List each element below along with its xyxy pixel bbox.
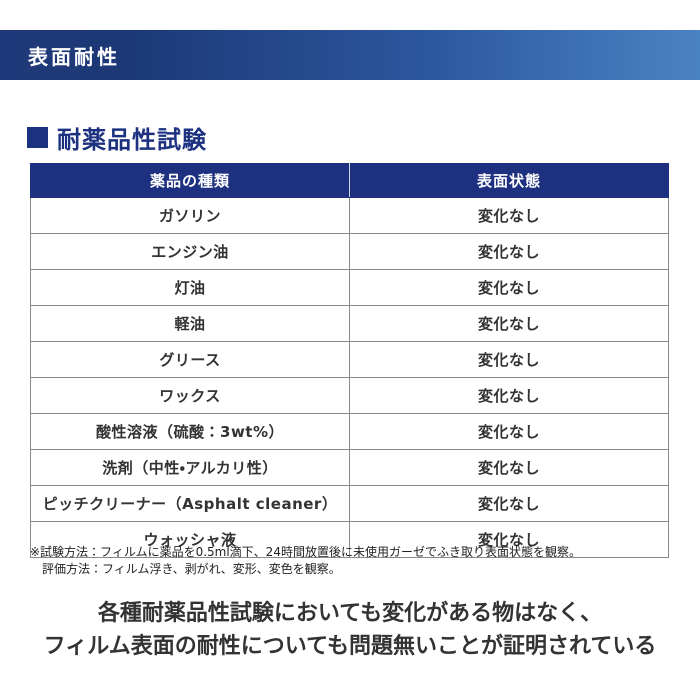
surface-state-cell: 変化なし: [349, 377, 669, 414]
section-heading: 耐薬品性試験: [27, 120, 207, 155]
table-row: ワックス 変化なし: [30, 377, 669, 414]
surface-state-cell: 変化なし: [349, 197, 669, 234]
surface-state-cell: 変化なし: [349, 305, 669, 342]
section-title: 耐薬品性試験: [57, 126, 207, 154]
surface-state-cell: 変化なし: [349, 269, 669, 306]
table-row: ウォッシャ液 変化なし: [30, 521, 669, 558]
chemical-name-cell: ワックス: [30, 377, 350, 414]
chemical-name-cell: ウォッシャ液: [30, 521, 350, 558]
table-row: 酸性溶液（硫酸：3wt%） 変化なし: [30, 413, 669, 450]
conclusion-line-1: 各種耐薬品性試験においても変化がある物はなく、: [97, 601, 603, 626]
table-row: ピッチクリーナー（Asphalt cleaner） 変化なし: [30, 485, 669, 522]
table-row: 軽油 変化なし: [30, 305, 669, 342]
surface-state-cell: 変化なし: [349, 413, 669, 450]
chemical-name-cell: 酸性溶液（硫酸：3wt%）: [30, 413, 350, 450]
table-header-row: 薬品の種類 表面状態: [30, 163, 669, 198]
conclusion-line-2: フィルム表面の耐性についても問題無いことが証明されている: [43, 634, 657, 659]
chemical-name-cell: グリース: [30, 341, 350, 378]
surface-state-cell: 変化なし: [349, 485, 669, 522]
conclusion-statement: 各種耐薬品性試験においても変化がある物はなく、 フィルム表面の耐性についても問題…: [0, 597, 700, 663]
chemical-resistance-table: 薬品の種類 表面状態 ガソリン 変化なし エンジン油 変化なし 灯油 変化なし …: [30, 163, 669, 558]
table-header-chemical-type: 薬品の種類: [30, 163, 350, 198]
table-row: 灯油 変化なし: [30, 269, 669, 306]
chemical-name-cell: 灯油: [30, 269, 350, 306]
chemical-name-cell: ガソリン: [30, 197, 350, 234]
section-banner: 表面耐性: [0, 30, 700, 80]
evaluation-method-note: 評価方法：フィルム浮き、剥がれ、変形、変色を観察。: [42, 562, 341, 577]
table-row: 洗剤（中性・アルカリ性） 変化なし: [30, 449, 669, 486]
table-row: ガソリン 変化なし: [30, 197, 669, 234]
table-header-surface-state: 表面状態: [349, 163, 669, 198]
chemical-name-cell: 洗剤（中性・アルカリ性）: [30, 449, 350, 486]
test-method-note: ※試験方法：フィルムに薬品を0.5ml滴下、24時間放置後に未使用ガーゼでふき取…: [30, 545, 581, 559]
chemical-name-cell: エンジン油: [30, 233, 350, 270]
banner-title: 表面耐性: [28, 44, 120, 69]
surface-state-cell: 変化なし: [349, 233, 669, 270]
square-bullet-icon: [27, 127, 48, 148]
table-row: エンジン油 変化なし: [30, 233, 669, 270]
chemical-name-cell: ピッチクリーナー（Asphalt cleaner）: [30, 485, 350, 522]
chemical-name-cell: 軽油: [30, 305, 350, 342]
table-row: グリース 変化なし: [30, 341, 669, 378]
footnotes: ※試験方法：フィルムに薬品を0.5ml滴下、24時間放置後に未使用ガーゼでふき取…: [30, 544, 581, 579]
surface-state-cell: 変化なし: [349, 521, 669, 558]
surface-state-cell: 変化なし: [349, 449, 669, 486]
surface-state-cell: 変化なし: [349, 341, 669, 378]
